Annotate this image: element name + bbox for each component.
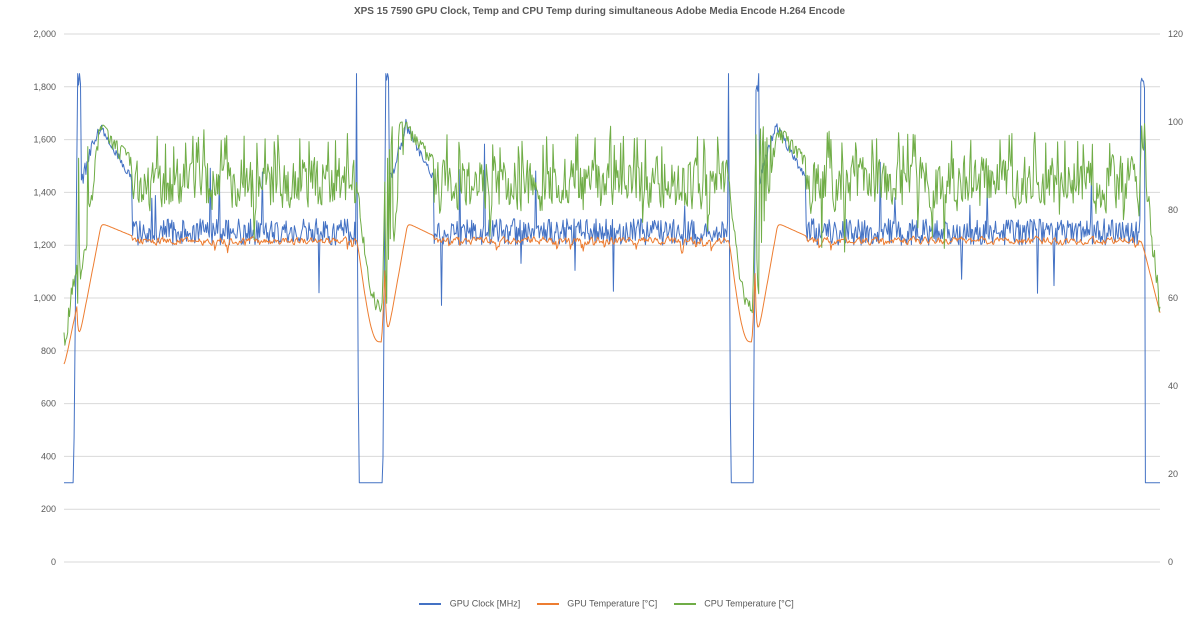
chart-svg: 02004006008001,0001,2001,4001,6001,8002,…	[0, 0, 1199, 617]
svg-text:400: 400	[41, 451, 56, 461]
svg-text:0: 0	[51, 557, 56, 567]
svg-text:800: 800	[41, 346, 56, 356]
svg-text:100: 100	[1168, 117, 1183, 127]
svg-text:80: 80	[1168, 205, 1178, 215]
legend-swatch-gpu-temp	[537, 603, 559, 605]
svg-text:2,000: 2,000	[33, 29, 56, 39]
legend-label-gpu-temp: GPU Temperature [°C]	[567, 599, 657, 609]
svg-text:1,800: 1,800	[33, 82, 56, 92]
svg-text:20: 20	[1168, 469, 1178, 479]
svg-text:60: 60	[1168, 293, 1178, 303]
svg-text:600: 600	[41, 399, 56, 409]
chart-legend: GPU Clock [MHz] GPU Temperature [°C] CPU…	[0, 598, 1199, 609]
svg-text:0: 0	[1168, 557, 1173, 567]
svg-text:1,600: 1,600	[33, 135, 56, 145]
legend-swatch-gpu-clock	[419, 603, 441, 605]
svg-text:40: 40	[1168, 381, 1178, 391]
svg-text:120: 120	[1168, 29, 1183, 39]
svg-text:200: 200	[41, 504, 56, 514]
legend-label-gpu-clock: GPU Clock [MHz]	[450, 599, 521, 609]
legend-label-cpu-temp: CPU Temperature [°C]	[704, 599, 793, 609]
legend-swatch-cpu-temp	[674, 603, 696, 605]
svg-text:1,400: 1,400	[33, 187, 56, 197]
svg-text:1,000: 1,000	[33, 293, 56, 303]
chart-plot-area: 02004006008001,0001,2001,4001,6001,8002,…	[0, 0, 1199, 617]
svg-text:1,200: 1,200	[33, 240, 56, 250]
